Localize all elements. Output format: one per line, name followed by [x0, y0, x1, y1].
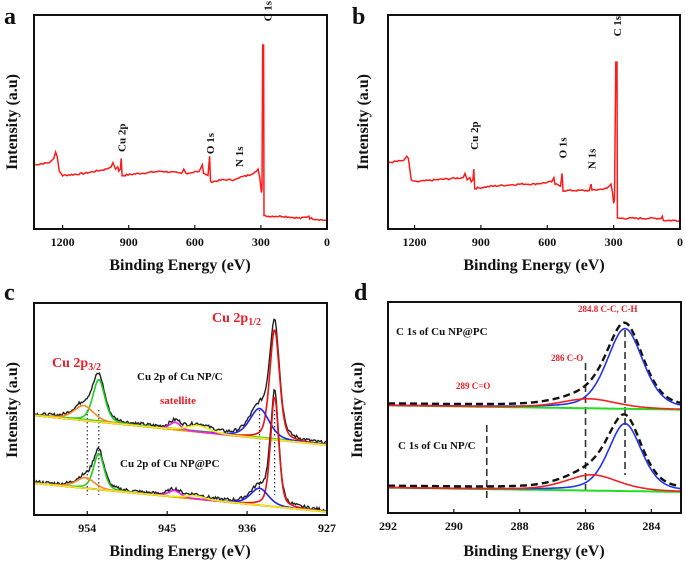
peak-annotation: O 1s [557, 137, 569, 159]
panel-d-c1s: d Binding Energy (eV) Intensity (a.u) 28… [349, 280, 682, 560]
x-tick-label: 300 [605, 235, 623, 249]
spectrum-label-top: C 1s of Cu NP@PC [396, 326, 488, 338]
envelope-dashed-line [388, 321, 681, 406]
x-axis-title: Binding Energy (eV) [109, 257, 250, 274]
x-tick-label: 945 [158, 521, 176, 535]
fit-component-line [34, 329, 327, 446]
peak-annotation: Cu 2p [117, 124, 129, 152]
x-tick-label: 290 [445, 519, 463, 533]
x-tick-label: 0 [677, 235, 683, 249]
y-axis-title: Intensity (a.u) [4, 362, 21, 458]
peak-label-286: 286 C-O [551, 353, 583, 363]
panel-letter-c: c [4, 280, 15, 306]
cu2p32-label: Cu 2p3/2 [52, 356, 101, 373]
x-axis-title: Binding Energy (eV) [463, 257, 604, 274]
peak-annotation: N 1s [587, 148, 599, 169]
x-tick-label: 954 [78, 521, 96, 535]
peak-label-2848: 284.8 C-C, C-H [578, 304, 638, 314]
spectrum-label-bottom: C 1s of Cu NP/C [398, 440, 476, 452]
y-axis-title: Intensity (a.u) [4, 74, 21, 170]
plot-frame [33, 302, 328, 516]
x-tick-label: 900 [120, 235, 138, 249]
panel-a-survey: a Binding Energy (eV) Intensity (a.u) 12… [4, 0, 330, 274]
panel-b-survey: b Binding Energy (eV) Intensity (a.u) 12… [352, 4, 683, 274]
satellite-label: satellite [160, 395, 196, 407]
survey-spectrum-line [34, 44, 327, 222]
cu2p12-label: Cu 2p1/2 [212, 311, 261, 328]
x-tick-label: 936 [238, 521, 256, 535]
fit-component-line [388, 474, 681, 492]
panel-letter-a: a [4, 4, 16, 30]
x-tick-label: 600 [538, 235, 556, 249]
peak-annotation: C 1s [612, 15, 624, 36]
fit-component-line [34, 482, 327, 513]
spectrum-label-top: Cu 2p of Cu NP/C [137, 371, 223, 383]
peak-annotation: O 1s [205, 132, 217, 154]
x-axis-title: Binding Energy (eV) [463, 543, 604, 560]
x-tick-label: 292 [379, 519, 397, 533]
x-tick-label: 1200 [403, 235, 427, 249]
x-tick-label: 284 [642, 519, 660, 533]
fit-component-line [388, 398, 681, 410]
spectrum-label-bottom: Cu 2p of Cu NP@PC [120, 458, 220, 470]
y-axis-title: Intensity (a.u) [349, 362, 366, 458]
plot-frame [387, 14, 681, 230]
x-axis-title: Binding Energy (eV) [109, 543, 250, 560]
x-tick-label: 286 [577, 519, 595, 533]
x-tick-label: 900 [472, 235, 490, 249]
x-tick-label: 300 [252, 235, 270, 249]
panel-letter-b: b [352, 4, 365, 30]
peak-annotation: C 1s [263, 0, 275, 21]
plot-area [34, 318, 327, 513]
plot-area [388, 321, 681, 502]
peak-annotation: Cu 2p [469, 121, 481, 149]
plot-frame [387, 301, 682, 514]
peak-annotation: N 1s [234, 146, 246, 167]
y-axis-title: Intensity (a.u) [355, 74, 372, 170]
panel-letter-d: d [354, 280, 368, 306]
plot-area [388, 61, 680, 223]
peak-label-289: 289 C=O [456, 381, 490, 391]
x-tick-label: 1200 [51, 235, 75, 249]
plot-area [34, 44, 327, 222]
survey-spectrum-line [388, 61, 680, 223]
panel-c-cu2p: c Binding Energy (eV) Intensity (a.u) Cu… [4, 280, 336, 560]
x-tick-label: 927 [318, 521, 336, 535]
x-tick-label: 0 [324, 235, 330, 249]
x-tick-label: 288 [511, 519, 529, 533]
plot-frame [33, 14, 328, 230]
x-tick-label: 600 [186, 235, 204, 249]
envelope-dashed-line [388, 413, 681, 488]
